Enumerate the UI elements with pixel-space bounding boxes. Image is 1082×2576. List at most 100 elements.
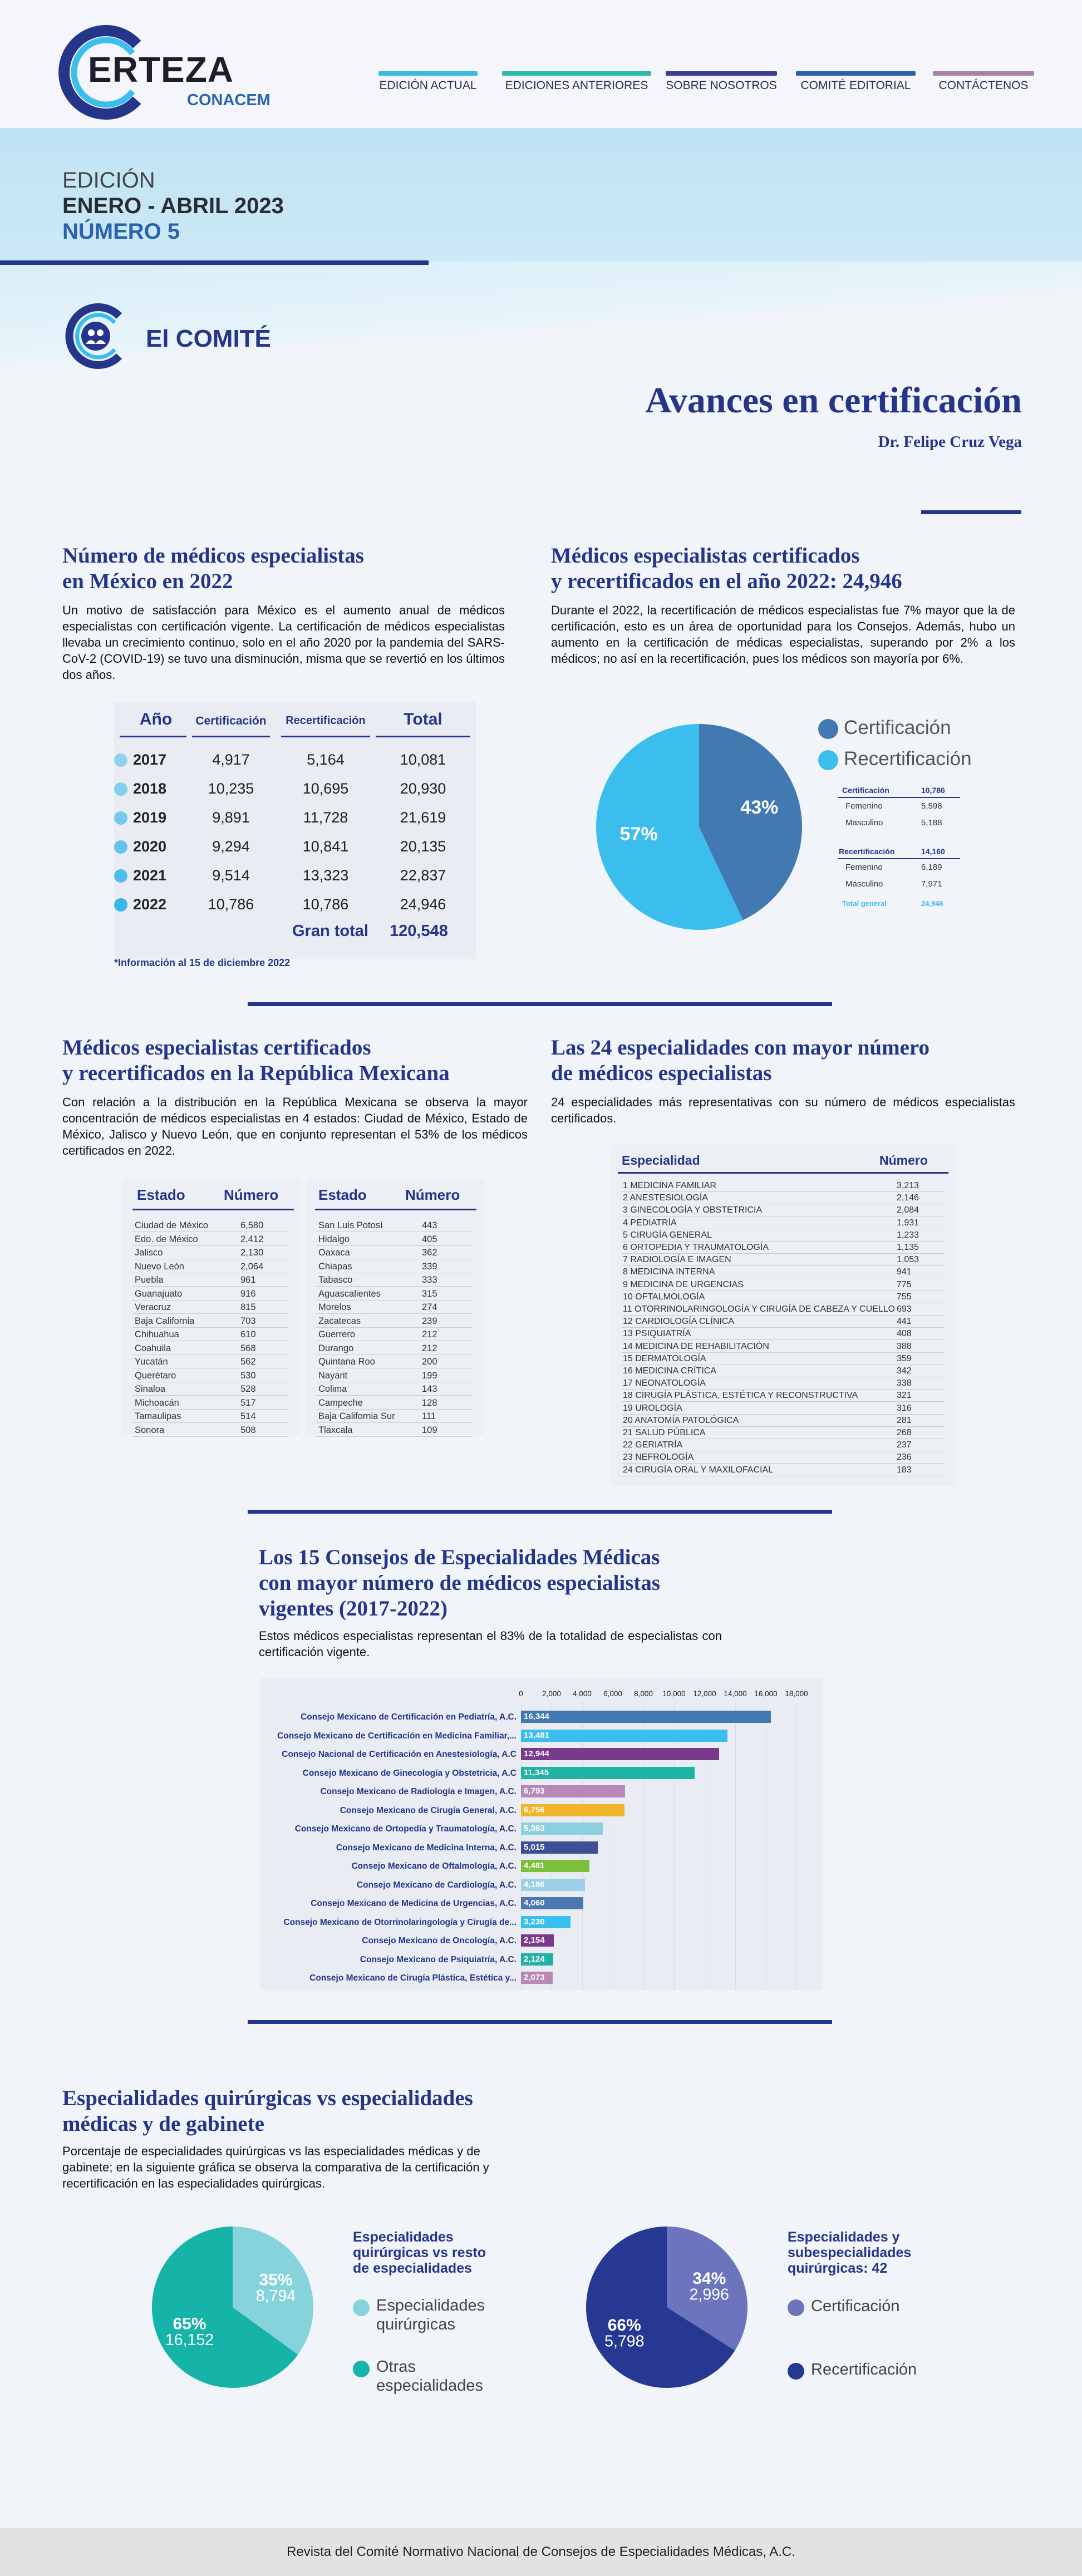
specialty-count: 338 [897,1378,912,1388]
states-rule-right [315,1209,476,1210]
state-count: 109 [422,1425,437,1435]
gender-table: Certificación 10,786 Femenino 5,598 Masc… [838,781,960,915]
bar: 3,230 [521,1915,570,1928]
state-name: Tlaxcala [318,1425,353,1435]
state-row: Sinaloa 528 [132,1382,288,1396]
bar-category-label: Consejo Mexicano de Cardiología, A.C. [356,1880,517,1890]
committee-logo[interactable]: El COMITÉ [61,302,284,374]
bar-category-label: Consejo Mexicano de Psiquiatría, A.C. [360,1954,517,1964]
pie-surgical-cert: 34%2,996 66%5,798 [586,2227,747,2388]
nav-item[interactable]: EDICIÓN ACTUAL [378,71,478,93]
col-cert: Certificación [195,715,267,727]
nav-item[interactable]: SOBRE NOSOTROS [666,71,777,93]
state-row: Baja California Sur 111 [316,1410,472,1423]
section-rule-1 [248,1002,832,1006]
specialty-row: 19 UROLOGÍA 316 [622,1402,945,1415]
state-count: 562 [240,1357,256,1367]
nav-item[interactable]: COMITÉ EDITORIAL [796,71,916,93]
specialty-count: 237 [897,1440,912,1450]
specialty-name: 10 OFTALMOLOGÍA [623,1292,705,1302]
state-row: San Luis Potosí 443 [316,1219,472,1232]
nav-item[interactable]: EDICIONES ANTERIORES [502,71,651,93]
state-count: 111 [422,1411,436,1421]
x-tick-label: 4,000 [573,1690,592,1698]
s5-title-line1: Los 15 Consejos de Especialidades Médica… [259,1545,660,1569]
cell-recert: 10,786 [302,896,349,913]
grand-total-label: Gran total [292,922,368,940]
state-row: Hidalgo 405 [316,1233,472,1246]
s2-title-line2: y recertificados en el año 2022: 24,946 [551,569,902,593]
x-tick-label: 12,000 [693,1690,716,1698]
pie-pct-label: 34% [692,2269,726,2288]
nav-item[interactable]: CONTÁCTENOS [933,71,1034,93]
bar: 5,363 [521,1823,603,1835]
bar-category-label: Consejo Mexicano de Cirugía Plástica, Es… [309,1973,517,1983]
state-name: Chiapas [318,1261,352,1272]
table-row: 2017 4,917 5,164 10,081 [114,747,476,774]
spec-h-spec: Especialidad [622,1153,700,1168]
bar-category-label: Consejo Mexicano de Certificación en Med… [277,1731,517,1741]
pie-num-label: 8,794 [256,2287,296,2305]
grid-line [796,1703,797,1991]
committee-icon [65,303,122,369]
row-bullet [114,869,127,883]
specialty-row: 4 PEDIATRÍA 1,931 [622,1217,945,1229]
state-name: Baja California Sur [318,1411,395,1421]
state-count: 128 [422,1397,437,1408]
row-bullet [114,811,127,825]
states-h-num-right: Número [405,1186,460,1203]
s6-title: Especialidades quirúrgicas vs especialid… [62,2086,619,2137]
state-row: Campeche 128 [316,1396,472,1410]
s3-title-line2: y recertificados en la República Mexican… [62,1061,450,1085]
bar: 11,345 [521,1766,695,1779]
logo-sub: CONACEM [187,91,270,109]
s5-text: Estos médicos especialistas representan … [259,1629,722,1659]
edition-number: NÚMERO 5 [62,219,180,244]
header-underline [376,736,470,737]
bar-value-label: 13,481 [524,1730,549,1740]
state-row: Durango 212 [316,1342,472,1355]
row-bullet [114,753,127,767]
mini-recert-label: Recertificación [839,847,895,856]
specialty-row: 5 CIRUGÍA GENERAL 1,233 [622,1229,945,1242]
bar-category-label: Consejo Mexicano de Oftalmología, A.C. [351,1861,517,1871]
logo[interactable]: ERTEZA CONACEM [55,22,299,128]
s4-text: 24 especialidades más representativas co… [551,1095,1015,1125]
cell-total: 24,946 [400,896,446,913]
specialty-row: 17 NEONATOLOGÍA 338 [622,1377,945,1390]
mini-recert-m-label: Masculino [845,879,883,889]
state-name: Coahuila [135,1343,171,1353]
nav-item-label: EDICIÓN ACTUAL [379,79,477,92]
specialty-name: 15 DERMATOLOGÍA [623,1353,706,1363]
s1-title-line1: Número de médicos especialistas [62,544,364,568]
bar-category-label: Consejo Nacional de Certificación en Ane… [282,1750,517,1759]
cell-total: 20,135 [400,838,446,855]
pie-num-label: 5,798 [604,2332,644,2350]
specialty-name: 14 MEDICINA DE REHABILITACIÓN [623,1341,769,1351]
cell-total: 22,837 [400,867,446,884]
bar-category-label: Consejo Mexicano de Otorrinolaringología… [283,1917,517,1927]
specialty-count: 316 [897,1403,912,1413]
specialty-count: 408 [897,1329,912,1339]
states-h-state-right: Estado [318,1186,367,1203]
section-rule-3 [248,2020,832,2024]
s1-note: *Información al 15 de diciembre 2022 [114,957,291,968]
state-name: Michoacán [135,1397,179,1408]
pie-slice [152,2227,298,2388]
bar-value-label: 11,345 [524,1767,549,1777]
pieB-legend-2-label: Recertificación [811,2361,917,2378]
specialty-count: 236 [897,1452,912,1462]
specialty-count: 3,213 [897,1181,919,1190]
state-count: 2,412 [240,1234,264,1244]
author-rule [921,510,1021,514]
bar-category-label: Consejo Mexicano de Certificación en Ped… [301,1712,517,1722]
specialty-count: 941 [897,1267,912,1277]
state-name: Oaxaca [318,1248,350,1258]
bar-value-label: 3,230 [524,1917,545,1927]
mini-total-label: Total general [842,899,887,908]
section-tag: El COMITÉ [146,325,271,352]
mini-recert-f-label: Femenino [845,863,883,872]
specialty-name: 23 NEFROLOGÍA [623,1452,694,1462]
pie-slice [233,2227,313,2355]
footer: Revista del Comité Normativo Nacional de… [0,2528,1082,2576]
